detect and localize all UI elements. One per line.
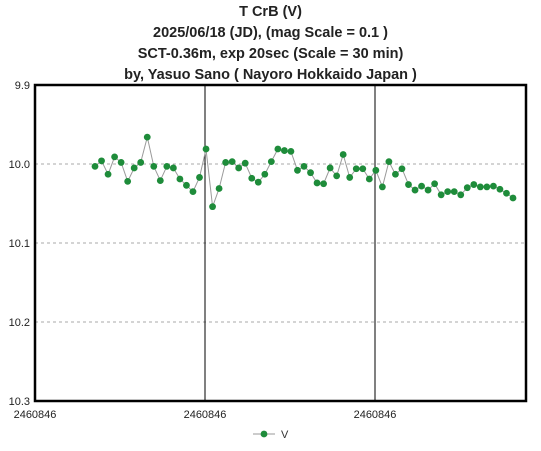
legend-marker <box>260 430 268 438</box>
data-point <box>313 179 321 187</box>
data-point <box>437 191 445 199</box>
data-point <box>228 158 236 166</box>
data-point <box>359 165 367 173</box>
data-point <box>130 164 138 172</box>
grid-lines <box>35 163 526 323</box>
chart-title-line-4: by, Yasuo Sano ( Nayoro Hokkaido Japan ) <box>124 67 417 83</box>
data-point <box>202 145 210 153</box>
data-point <box>254 178 262 186</box>
data-point <box>418 182 425 190</box>
y-tick-label: 10.0 <box>9 159 30 171</box>
data-point <box>411 186 419 194</box>
data-point <box>261 170 269 178</box>
y-axis-ticks: 9.9 10.0 10.1 10.2 10.3 <box>9 80 30 408</box>
data-point <box>470 181 478 188</box>
data-point <box>424 186 432 194</box>
data-point <box>91 162 99 170</box>
data-point <box>117 159 125 166</box>
data-point <box>248 174 256 182</box>
legend: V <box>253 429 289 441</box>
data-point <box>111 153 118 161</box>
data-point <box>496 185 504 193</box>
data-point <box>143 133 151 141</box>
data-point <box>346 174 354 181</box>
data-point <box>392 170 399 178</box>
data-point <box>503 189 510 197</box>
data-point <box>124 177 132 185</box>
data-point <box>405 181 412 188</box>
series-points-v <box>91 133 517 211</box>
data-point <box>398 165 406 173</box>
chart-title-line-1: T CrB (V) <box>239 4 302 20</box>
data-point <box>333 172 341 180</box>
plot-frame <box>33 83 528 403</box>
data-point <box>339 151 347 158</box>
data-point <box>431 180 439 188</box>
x-separator-lines <box>204 85 376 401</box>
data-point <box>476 183 484 191</box>
data-point <box>196 174 203 181</box>
data-point <box>326 164 334 172</box>
data-point <box>150 162 158 170</box>
data-point <box>463 184 471 192</box>
data-point <box>300 162 308 170</box>
y-tick-label: 10.1 <box>9 238 30 250</box>
data-point <box>365 175 373 183</box>
data-point <box>235 164 243 172</box>
data-point <box>320 180 327 188</box>
data-point <box>378 183 386 191</box>
data-point <box>209 203 216 211</box>
data-point <box>450 188 458 196</box>
data-point <box>241 159 249 167</box>
chart-title-line-3: SCT-0.36m, exp 20sec (Scale = 30 min) <box>137 46 404 62</box>
data-point <box>183 181 190 189</box>
data-point <box>267 158 275 166</box>
data-point <box>104 170 112 178</box>
data-point <box>274 145 282 153</box>
y-tick-label: 10.3 <box>9 396 30 408</box>
data-point <box>457 191 465 199</box>
series-line-v <box>94 136 514 207</box>
data-point <box>163 162 171 170</box>
data-point <box>509 194 517 202</box>
data-point <box>372 166 380 174</box>
data-point <box>215 185 223 192</box>
data-point <box>281 147 288 154</box>
data-point <box>490 182 497 190</box>
data-point <box>483 183 491 191</box>
data-point <box>287 147 295 155</box>
data-point <box>98 157 105 165</box>
data-point <box>385 158 393 166</box>
data-point <box>156 177 164 184</box>
x-axis-ticks: 2460846 2460846 2460846 <box>14 409 397 421</box>
data-point <box>137 159 145 166</box>
data-point <box>307 169 314 177</box>
chart-title-line-2: 2025/06/18 (JD), (mag Scale = 0.1 ) <box>153 25 388 41</box>
data-point <box>189 188 197 196</box>
data-point <box>222 159 230 166</box>
data-point <box>176 175 184 183</box>
x-tick-label: 2460846 <box>354 409 397 421</box>
x-tick-label: 2460846 <box>184 409 227 421</box>
legend-label: V <box>281 429 289 441</box>
x-tick-label: 2460846 <box>14 409 57 421</box>
data-point <box>294 166 301 174</box>
data-point <box>352 165 360 173</box>
y-tick-label: 10.2 <box>9 317 30 329</box>
data-point <box>169 164 177 172</box>
y-tick-label: 9.9 <box>15 80 30 92</box>
data-point <box>444 188 452 196</box>
